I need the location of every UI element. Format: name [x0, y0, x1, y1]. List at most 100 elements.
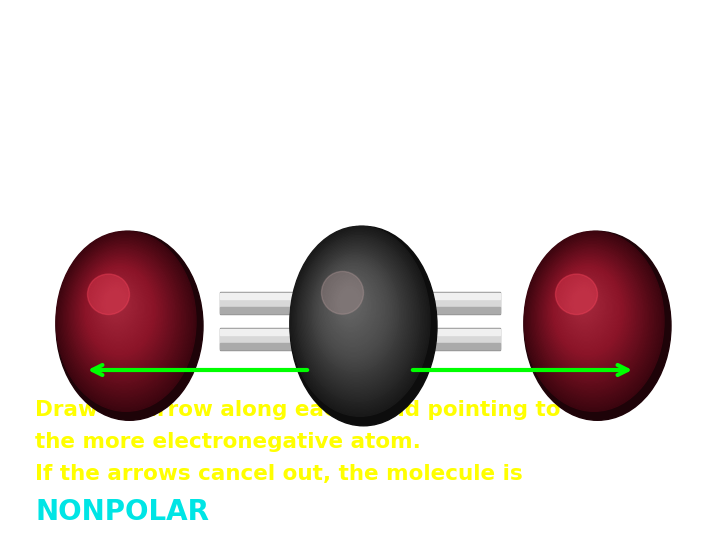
Ellipse shape [66, 243, 182, 393]
FancyBboxPatch shape [400, 329, 500, 335]
Ellipse shape [300, 239, 416, 396]
Ellipse shape [544, 255, 636, 374]
Ellipse shape [56, 231, 196, 411]
Ellipse shape [79, 259, 163, 367]
Text: NONPOLAR: NONPOLAR [35, 498, 209, 526]
Ellipse shape [62, 239, 187, 400]
Ellipse shape [525, 233, 662, 409]
Ellipse shape [556, 274, 598, 314]
FancyBboxPatch shape [400, 293, 500, 299]
FancyBboxPatch shape [220, 329, 320, 349]
FancyBboxPatch shape [400, 292, 500, 314]
Ellipse shape [541, 252, 639, 378]
Ellipse shape [100, 284, 133, 326]
Ellipse shape [297, 235, 420, 401]
Ellipse shape [554, 268, 620, 352]
Ellipse shape [556, 269, 618, 350]
Ellipse shape [99, 282, 135, 329]
FancyBboxPatch shape [400, 328, 500, 350]
Ellipse shape [82, 262, 159, 362]
Ellipse shape [526, 234, 660, 407]
Ellipse shape [557, 271, 617, 348]
Ellipse shape [535, 245, 648, 390]
FancyBboxPatch shape [400, 293, 500, 313]
Ellipse shape [324, 269, 381, 347]
Ellipse shape [533, 241, 652, 395]
Ellipse shape [73, 252, 171, 378]
Ellipse shape [302, 242, 413, 392]
Ellipse shape [56, 231, 203, 420]
Ellipse shape [67, 245, 180, 390]
FancyBboxPatch shape [220, 292, 320, 314]
Ellipse shape [91, 274, 145, 343]
Ellipse shape [329, 276, 374, 336]
Ellipse shape [63, 240, 186, 397]
Ellipse shape [310, 251, 402, 376]
Ellipse shape [315, 257, 395, 367]
Text: Draw an arrow along each bond pointing to: Draw an arrow along each bond pointing t… [35, 400, 560, 420]
Ellipse shape [339, 288, 360, 316]
Ellipse shape [316, 259, 393, 364]
Ellipse shape [325, 271, 379, 344]
Ellipse shape [566, 281, 605, 331]
FancyBboxPatch shape [220, 293, 320, 313]
Ellipse shape [323, 268, 383, 349]
Ellipse shape [336, 285, 364, 321]
Ellipse shape [552, 265, 624, 357]
FancyBboxPatch shape [400, 329, 500, 349]
Ellipse shape [570, 286, 599, 324]
Ellipse shape [76, 255, 168, 374]
Ellipse shape [328, 274, 376, 339]
Ellipse shape [563, 278, 608, 336]
Ellipse shape [104, 288, 127, 319]
Ellipse shape [74, 253, 170, 376]
Ellipse shape [528, 235, 659, 404]
Ellipse shape [306, 246, 408, 384]
Ellipse shape [58, 234, 192, 407]
Ellipse shape [550, 262, 627, 362]
Ellipse shape [61, 237, 189, 402]
Ellipse shape [524, 231, 671, 420]
Ellipse shape [303, 244, 410, 389]
Ellipse shape [545, 256, 634, 371]
Ellipse shape [312, 254, 398, 372]
Ellipse shape [60, 235, 191, 404]
Ellipse shape [562, 276, 610, 338]
Ellipse shape [561, 275, 611, 340]
Ellipse shape [57, 233, 194, 409]
Ellipse shape [89, 271, 149, 348]
Ellipse shape [71, 249, 175, 383]
Ellipse shape [308, 249, 404, 379]
Ellipse shape [536, 246, 647, 388]
Ellipse shape [307, 248, 405, 381]
Ellipse shape [86, 268, 152, 352]
Ellipse shape [333, 280, 369, 329]
Ellipse shape [320, 265, 386, 354]
Ellipse shape [301, 240, 414, 394]
Ellipse shape [531, 240, 654, 397]
Ellipse shape [537, 247, 644, 386]
Ellipse shape [102, 287, 130, 321]
Ellipse shape [572, 288, 595, 319]
Ellipse shape [65, 241, 184, 395]
Ellipse shape [338, 287, 361, 319]
Ellipse shape [320, 264, 388, 356]
Ellipse shape [318, 262, 390, 359]
Ellipse shape [558, 272, 615, 345]
Ellipse shape [551, 264, 626, 359]
Ellipse shape [334, 282, 367, 327]
Ellipse shape [292, 230, 426, 411]
FancyBboxPatch shape [220, 293, 320, 299]
Ellipse shape [549, 261, 629, 364]
Ellipse shape [529, 237, 657, 402]
Ellipse shape [564, 280, 606, 333]
Ellipse shape [542, 253, 638, 376]
Ellipse shape [330, 277, 372, 334]
Ellipse shape [322, 266, 384, 352]
Ellipse shape [311, 253, 400, 374]
Ellipse shape [332, 279, 371, 332]
Ellipse shape [559, 274, 613, 343]
Ellipse shape [83, 264, 158, 359]
Ellipse shape [524, 231, 664, 411]
Text: the more electronegative atom.: the more electronegative atom. [35, 432, 421, 452]
